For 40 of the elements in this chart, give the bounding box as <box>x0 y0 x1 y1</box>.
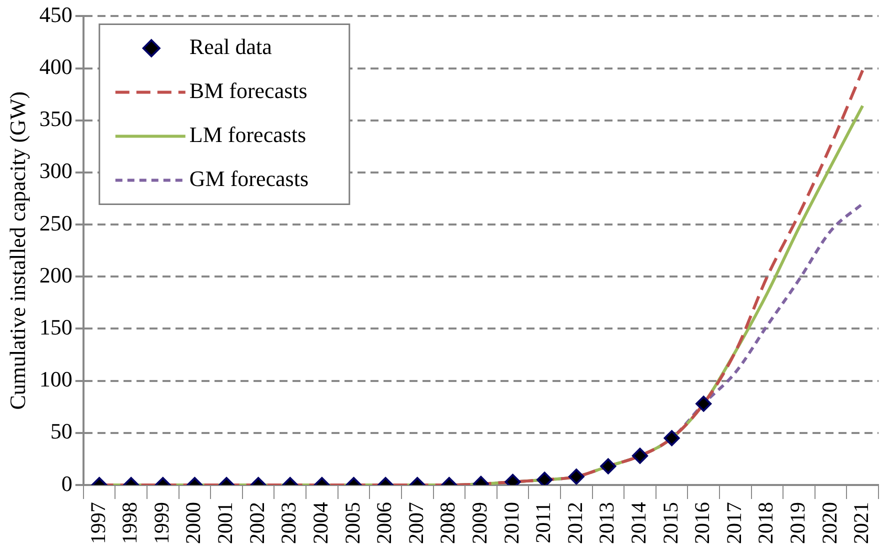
x-tick-label: 2020 <box>817 502 842 544</box>
x-tick-label: 2014 <box>626 502 650 544</box>
y-tick-label: 50 <box>50 418 72 444</box>
x-tick-label: 2013 <box>594 502 619 544</box>
x-tick-label: 2007 <box>404 502 428 544</box>
x-tick-label: 2008 <box>436 502 460 544</box>
x-tick-label: 2016 <box>690 502 714 544</box>
y-tick-label: 0 <box>61 470 72 496</box>
x-tick-label: 2010 <box>499 502 524 544</box>
y-tick-label: 250 <box>39 210 72 236</box>
x-tick-label: 1998 <box>118 502 142 544</box>
x-tick-label: 2009 <box>467 502 492 544</box>
y-axis-title: Cumulative installed capacity (GW) <box>4 91 30 410</box>
y-tick-label: 200 <box>39 262 72 288</box>
x-tick-label: 2011 <box>531 502 556 544</box>
x-tick-label: 2001 <box>213 502 238 544</box>
y-tick-label: 300 <box>39 158 72 184</box>
y-tick-label: 450 <box>39 2 72 27</box>
y-tick-label: 100 <box>39 366 72 392</box>
x-tick-label: 1999 <box>149 502 174 544</box>
x-tick-label: 2000 <box>181 502 206 544</box>
y-tick-label: 400 <box>39 54 72 80</box>
legend-label: GM forecasts <box>189 166 309 191</box>
x-tick-label: 2012 <box>562 502 587 544</box>
x-tick-label: 2004 <box>308 502 332 544</box>
x-tick-label: 2019 <box>786 502 810 544</box>
x-tick-label: 2018 <box>754 502 778 544</box>
legend-label: LM forecasts <box>189 122 306 147</box>
x-tick-label: 2003 <box>276 502 301 544</box>
legend-label: Real data <box>189 34 272 59</box>
x-tick-label: 2021 <box>849 502 874 544</box>
y-tick-label: 350 <box>39 106 72 132</box>
x-tick-label: 2002 <box>244 502 269 544</box>
x-tick-label: 2006 <box>372 502 396 544</box>
legend-label: BM forecasts <box>189 78 308 103</box>
x-tick-label: 2017 <box>722 502 746 544</box>
x-tick-label: 2015 <box>658 502 682 544</box>
y-tick-label: 150 <box>39 314 72 340</box>
x-tick-label: 1997 <box>86 502 110 544</box>
x-tick-label: 2005 <box>340 502 364 544</box>
